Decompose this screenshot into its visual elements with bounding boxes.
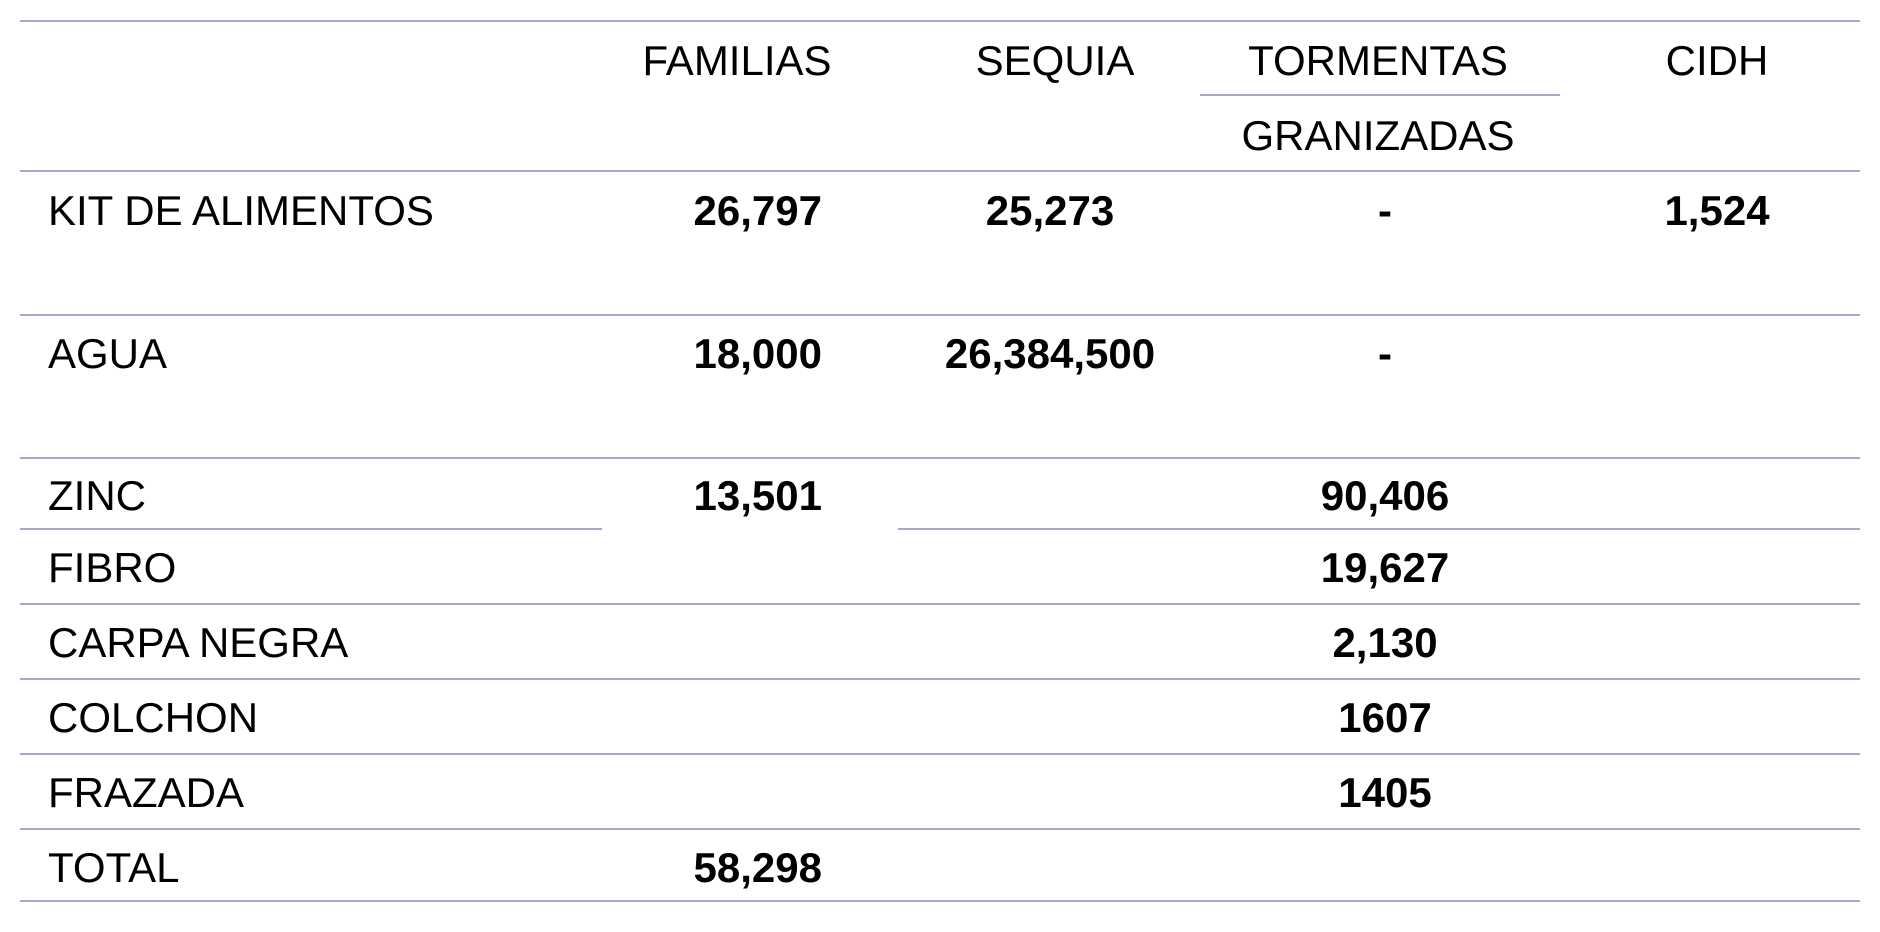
cell-familias: 26,797 (693, 187, 822, 234)
rule-row-fibro (20, 603, 1860, 605)
row-label: AGUA (48, 330, 168, 377)
row-label: FRAZADA (48, 769, 245, 816)
cell-familias: 18,000 (693, 330, 822, 377)
rule-row-carpa (20, 678, 1860, 680)
cell-familias: 58,298 (693, 844, 822, 891)
cell-familias: 13,501 (693, 472, 822, 519)
row-label: ZINC (48, 472, 146, 519)
cell-merged: 90,406 (1320, 472, 1450, 519)
header-tormentas: TORMENTAS (1248, 37, 1508, 84)
rule-row-zinc-right (898, 528, 1860, 530)
header-familias: FAMILIAS (642, 37, 832, 84)
header-granizadas: GRANIZADAS (1241, 112, 1515, 159)
cell-tormentas: - (1378, 187, 1392, 234)
header-sequia: SEQUIA (975, 37, 1135, 84)
rule-bottom (20, 900, 1860, 902)
cell-merged: 19,627 (1320, 544, 1450, 591)
row-label: TOTAL (48, 844, 180, 891)
rule-tormentas-underline (1200, 94, 1560, 96)
rule-row-zinc-left (20, 528, 602, 530)
cell-cidh: 1,524 (1664, 187, 1770, 234)
cell-merged: 1405 (1338, 769, 1432, 816)
rule-top (20, 20, 1860, 22)
header-cidh: CIDH (1665, 37, 1769, 84)
rule-row-frazada (20, 828, 1860, 830)
row-label: COLCHON (48, 694, 259, 741)
cell-tormentas: - (1378, 330, 1392, 377)
cell-sequia: 26,384,500 (944, 330, 1156, 377)
row-label: FIBRO (48, 544, 177, 591)
cell-merged: 1607 (1338, 694, 1432, 741)
row-label: CARPA NEGRA (48, 619, 349, 666)
cell-sequia: 25,273 (985, 187, 1115, 234)
row-label: KIT DE ALIMENTOS (48, 187, 434, 234)
cell-merged: 2,130 (1332, 619, 1438, 666)
rule-header-bottom (20, 170, 1860, 172)
rule-row-agua (20, 457, 1860, 459)
rule-row-kit (20, 314, 1860, 316)
rule-row-colchon (20, 753, 1860, 755)
